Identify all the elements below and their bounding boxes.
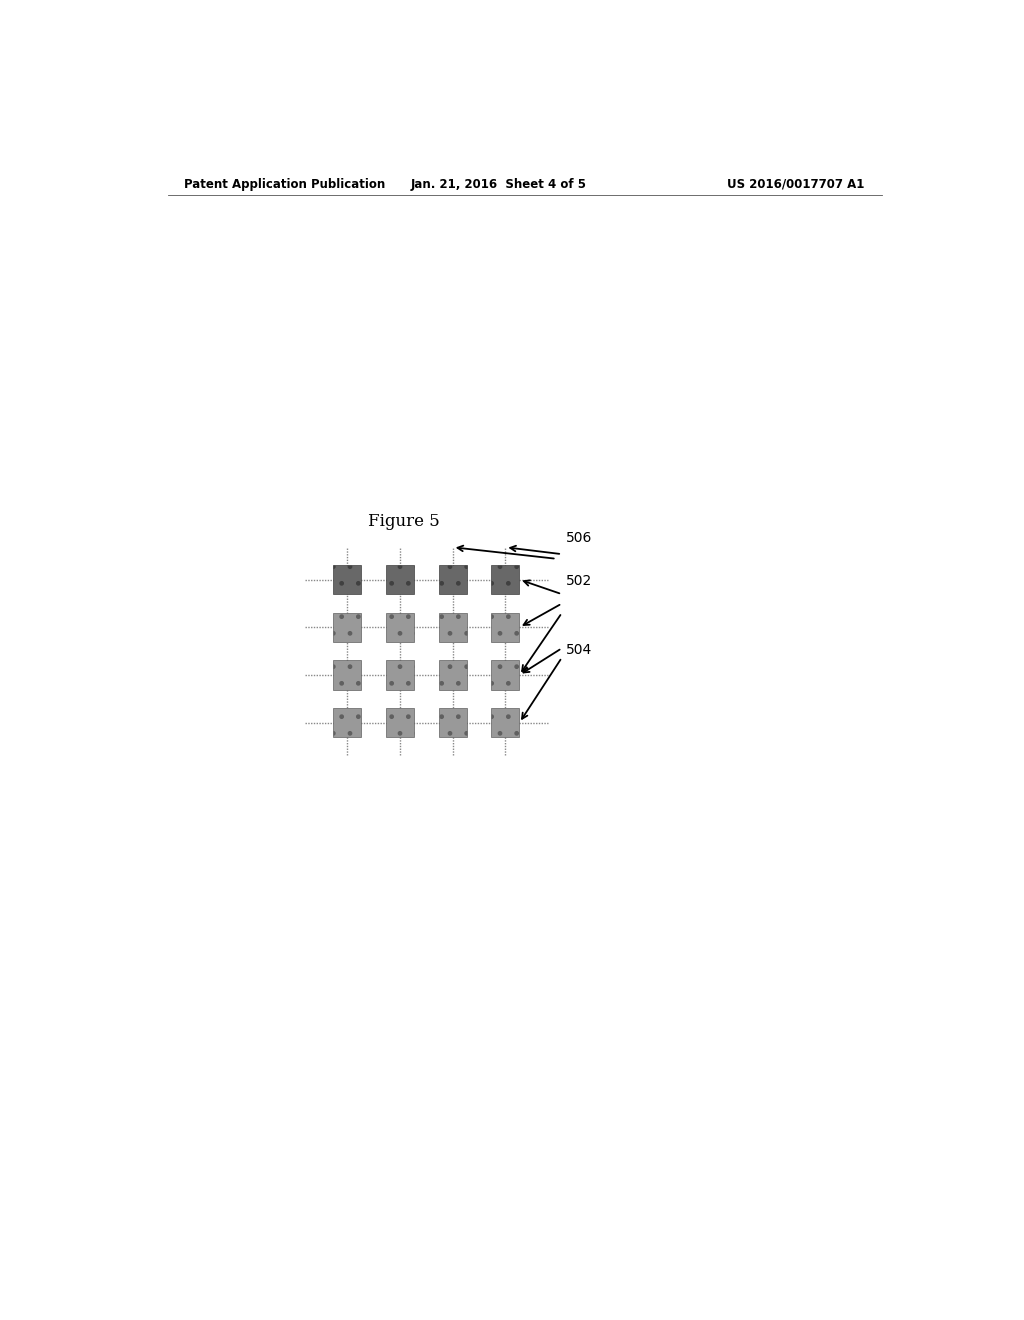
Bar bbox=[386, 660, 414, 689]
Text: 506: 506 bbox=[566, 531, 592, 545]
Bar bbox=[386, 708, 414, 738]
Text: US 2016/0017707 A1: US 2016/0017707 A1 bbox=[727, 178, 864, 190]
Text: 504: 504 bbox=[566, 643, 592, 656]
Bar bbox=[492, 660, 519, 689]
Bar bbox=[386, 565, 414, 594]
Bar bbox=[492, 612, 519, 642]
Bar bbox=[438, 612, 467, 642]
Bar bbox=[334, 660, 361, 689]
Bar bbox=[386, 612, 414, 642]
Bar bbox=[492, 565, 519, 594]
Bar bbox=[438, 565, 467, 594]
Bar bbox=[438, 660, 467, 689]
Text: 502: 502 bbox=[566, 574, 592, 589]
Bar bbox=[334, 612, 361, 642]
Bar bbox=[438, 708, 467, 738]
Bar bbox=[334, 565, 361, 594]
Text: Jan. 21, 2016  Sheet 4 of 5: Jan. 21, 2016 Sheet 4 of 5 bbox=[411, 178, 587, 190]
Text: Patent Application Publication: Patent Application Publication bbox=[183, 178, 385, 190]
Text: Figure 5: Figure 5 bbox=[369, 512, 440, 529]
Bar bbox=[492, 708, 519, 738]
Bar bbox=[334, 708, 361, 738]
